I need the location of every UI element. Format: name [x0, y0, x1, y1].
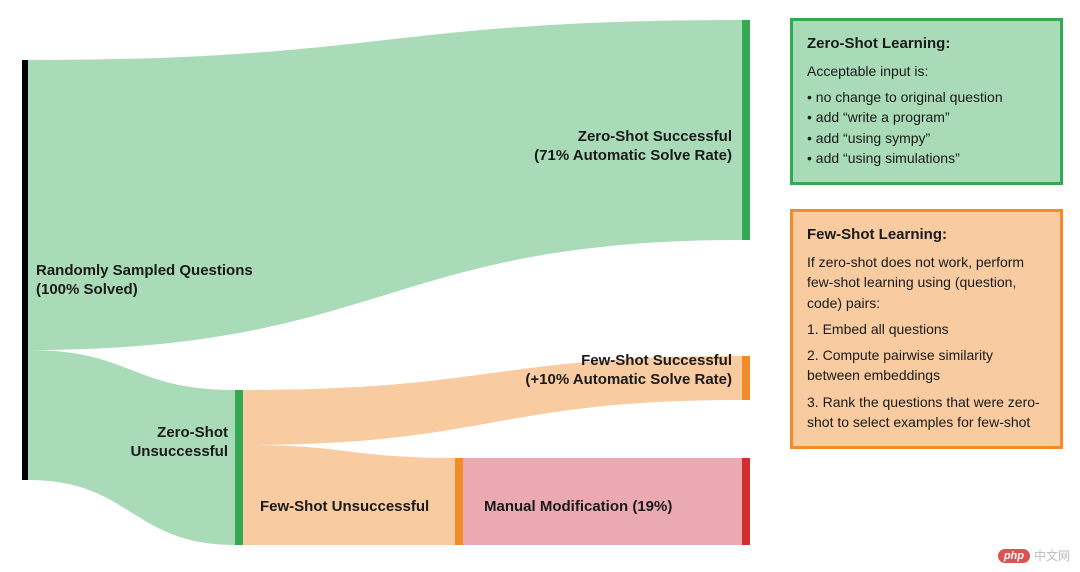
label-fs_fail_label: Few-Shot Unsuccessful — [260, 498, 429, 517]
few-shot-title: Few-Shot Learning: — [807, 224, 1046, 246]
label-source_label: Randomly Sampled Questions(100% Solved) — [36, 262, 253, 300]
node-zs_fail_bar — [235, 390, 243, 545]
zero-shot-bullet: add “using sympy” — [807, 128, 1046, 148]
node-source — [22, 60, 28, 480]
watermark: php 中文网 — [998, 547, 1070, 564]
zero-shot-bullet: add “using simulations” — [807, 148, 1046, 168]
few-shot-step: Compute pairwise similarity between embe… — [807, 345, 1046, 386]
label-zs_succ_label: Zero-Shot Successful(71% Automatic Solve… — [534, 128, 732, 166]
zero-shot-bullets: no change to original questionadd “write… — [807, 87, 1046, 168]
node-fs_succ_bar — [742, 356, 750, 400]
label-zs_fail_label: Zero-ShotUnsuccessful — [130, 424, 228, 462]
node-fs_fail_bar — [455, 458, 463, 545]
node-zs_succ_bar — [742, 20, 750, 240]
watermark-text: 中文网 — [1034, 547, 1070, 564]
sankey-diagram: Randomly Sampled Questions(100% Solved) Z… — [0, 0, 772, 572]
watermark-badge: php — [998, 549, 1030, 563]
label-fs_succ_label: Few-Shot Successful(+10% Automatic Solve… — [525, 352, 732, 390]
few-shot-step: Embed all questions — [807, 319, 1046, 339]
few-shot-box: Few-Shot Learning: If zero-shot does not… — [790, 209, 1063, 449]
zero-shot-subtitle: Acceptable input is: — [807, 61, 1046, 81]
zero-shot-bullet: add “write a program” — [807, 107, 1046, 127]
few-shot-steps: Embed all questions Compute pairwise simi… — [807, 319, 1046, 432]
flow-zs_fail_to_fs_fail — [243, 445, 455, 545]
few-shot-step: Rank the questions that were zero-shot t… — [807, 392, 1046, 433]
zero-shot-box: Zero-Shot Learning: Acceptable input is:… — [790, 18, 1063, 185]
side-boxes: Zero-Shot Learning: Acceptable input is:… — [790, 18, 1063, 473]
zero-shot-bullet: no change to original question — [807, 87, 1046, 107]
node-mm_bar — [742, 458, 750, 545]
flow-src_to_zs_succ — [28, 20, 742, 350]
label-mm_label: Manual Modification (19%) — [484, 498, 672, 517]
few-shot-subtitle: If zero-shot does not work, perform few-… — [807, 252, 1046, 313]
zero-shot-title: Zero-Shot Learning: — [807, 33, 1046, 55]
